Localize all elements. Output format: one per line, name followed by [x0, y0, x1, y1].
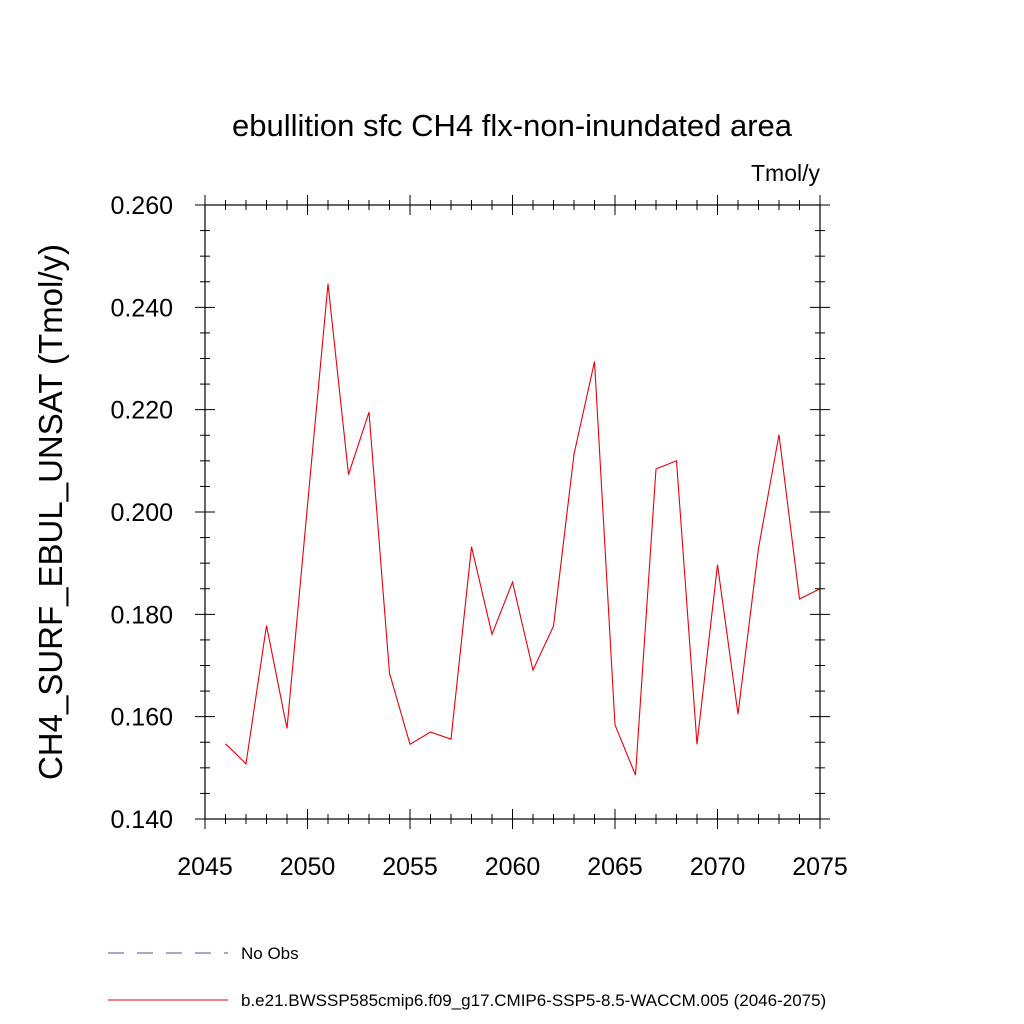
data-point	[225, 743, 227, 745]
x-tick-label: 2075	[792, 853, 848, 881]
data-point	[696, 743, 698, 745]
data-point	[430, 731, 432, 733]
y-tick-label: 0.160	[110, 704, 173, 732]
data-point	[573, 453, 575, 455]
y-tick-label: 0.180	[110, 601, 173, 629]
data-point	[594, 361, 596, 363]
data-point	[512, 581, 514, 583]
data-point	[307, 505, 309, 507]
data-point	[245, 763, 247, 765]
data-point	[717, 564, 719, 566]
tick-labels: 0.140 0.160 0.180 0.200 0.220 0.240 0.260 2045 2…	[110, 192, 847, 881]
data-point	[758, 548, 760, 550]
data-point	[532, 669, 534, 671]
data-point	[614, 724, 616, 726]
data-point	[553, 625, 555, 627]
data-point	[348, 474, 350, 476]
series-layer	[225, 283, 821, 776]
data-point	[635, 774, 637, 776]
data-point	[409, 743, 411, 745]
units-label: Tmol/y	[751, 160, 821, 186]
x-tick-label: 2060	[485, 853, 541, 881]
data-point	[327, 283, 329, 285]
legend-label: b.e21.BWSSP585cmip6.f09_g17.CMIP6-SSP5-8…	[241, 991, 826, 1010]
data-point	[799, 598, 801, 600]
plot-frame	[204, 204, 821, 820]
x-tick-label: 2070	[690, 853, 746, 881]
data-point	[491, 633, 493, 635]
series-line	[225, 283, 821, 776]
x-tick-label: 2050	[280, 853, 336, 881]
x-tick-label: 2045	[177, 853, 233, 881]
y-tick-label: 0.200	[110, 499, 173, 527]
y-tick-label: 0.240	[110, 294, 173, 322]
data-point	[737, 713, 739, 715]
data-point	[778, 434, 780, 436]
data-point	[676, 460, 678, 462]
data-point	[389, 672, 391, 674]
data-point	[450, 738, 452, 740]
legend: No Obs b.e21.BWSSP585cmip6.f09_g17.CMIP6-…	[108, 944, 826, 1010]
data-point	[655, 468, 657, 470]
y-tick-label: 0.260	[110, 192, 173, 220]
y-axis-label: CH4_SURF_EBUL_UNSAT (Tmol/y)	[32, 244, 69, 780]
legend-label: No Obs	[241, 944, 299, 963]
y-tick-label: 0.140	[110, 806, 173, 834]
data-point	[471, 546, 473, 548]
axis-ticks	[195, 195, 830, 829]
x-tick-label: 2065	[587, 853, 643, 881]
data-point	[368, 411, 370, 413]
chart-title: ebullition sfc CH4 flx-non-inundated are…	[232, 108, 793, 143]
data-point	[286, 728, 288, 730]
data-point	[266, 625, 268, 627]
y-tick-label: 0.220	[110, 397, 173, 425]
x-tick-label: 2055	[382, 853, 438, 881]
